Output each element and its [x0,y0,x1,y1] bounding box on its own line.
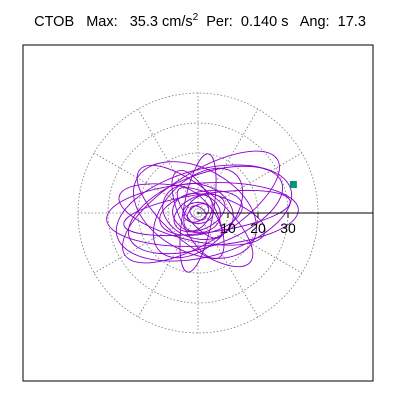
trace-loop [183,194,213,232]
trace-loop [189,205,207,221]
angle-label: Ang: [299,13,330,30]
trace-loop [172,192,221,234]
max-unit-exponent: 2 [192,12,199,23]
grid-spoke [197,152,303,214]
trace-loop [136,164,254,268]
trace-loop [173,193,226,233]
trace-loop [115,164,293,262]
radial-tick-label: 30 [280,220,296,236]
trace-loop [106,182,299,247]
trace-loop [186,203,210,223]
trace-loop [179,153,217,273]
period-value: 0.140 s [240,13,289,30]
trace-loop [176,187,223,239]
trace-loop [159,190,243,236]
radial-tick-label: 10 [220,220,236,236]
station-code: CTOB [34,13,75,30]
grid-spoke [137,108,199,214]
max-value: 35.3 cm/s [129,13,193,30]
trace-loop [152,167,244,259]
trace-end-marker [289,181,297,188]
max-label: Max: [86,13,118,30]
axes: 10 20 30 [198,212,373,236]
radial-tick-label: 20 [250,220,266,236]
orbit-trace [106,150,299,273]
grid-spoke [197,108,259,214]
period-label: Per: [206,13,233,30]
plot-header: CTOB Max: 35.3 cm/s2 Per: 0.140 s Ang: 1… [0,12,400,30]
angle-value: 17.3 [337,13,366,30]
grid-spoke [93,152,199,214]
grid-spoke [137,212,199,318]
